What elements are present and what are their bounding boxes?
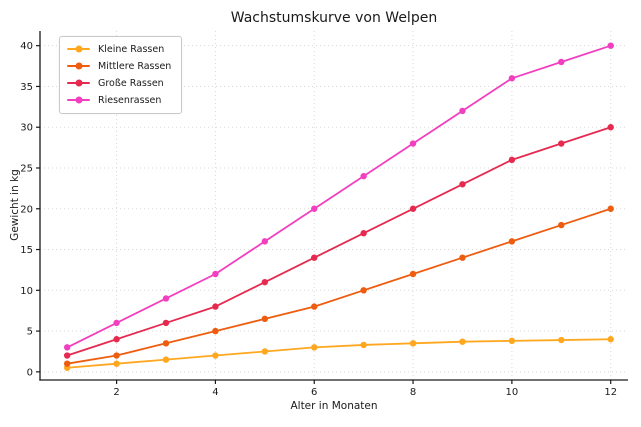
legend-item-riesenrassen: Riesenrassen xyxy=(67,93,171,108)
data-point-gro-e-rassen xyxy=(162,319,170,327)
series-line-mittlere-rassen xyxy=(67,207,611,365)
data-point-riesenrassen xyxy=(212,270,219,278)
data-point-riesenrassen xyxy=(162,295,170,302)
data-point-mittlere-rassen xyxy=(261,315,269,323)
data-point-mittlere-rassen xyxy=(607,205,614,212)
y-tick-label: 40 xyxy=(20,41,33,52)
legend-label: Kleine Rassen xyxy=(98,43,165,55)
data-point-mittlere-rassen xyxy=(409,270,417,278)
legend-item-mittlere-rassen: Mittlere Rassen xyxy=(67,59,171,74)
data-point-mittlere-rassen xyxy=(63,360,71,367)
data-point-mittlere-rassen xyxy=(212,327,219,335)
y-tick-label: 0 xyxy=(27,367,33,378)
data-point-riesenrassen xyxy=(360,172,367,180)
legend-marker-icon xyxy=(67,62,90,70)
chart-legend: Kleine Rassen Mittlere Rassen Große Rassen… xyxy=(59,36,183,114)
y-tick-label: 25 xyxy=(20,163,33,174)
y-tick-label: 30 xyxy=(20,123,33,134)
data-point-mittlere-rassen xyxy=(113,352,120,359)
data-point-gro-e-rassen xyxy=(409,205,417,212)
y-tick-label: 10 xyxy=(20,286,33,297)
y-tick-label: 15 xyxy=(20,245,33,256)
data-point-gro-e-rassen xyxy=(508,156,516,164)
legend-item-gro-e-rassen: Große Rassen xyxy=(67,76,171,91)
data-point-riesenrassen xyxy=(508,75,516,82)
series-line-riesenrassen xyxy=(66,44,611,349)
data-point-kleine-rassen xyxy=(113,360,120,367)
data-point-riesenrassen xyxy=(607,42,614,49)
data-point-mittlere-rassen xyxy=(459,254,466,261)
y-tick-label: 35 xyxy=(20,82,33,93)
data-point-riesenrassen xyxy=(311,205,318,212)
data-point-gro-e-rassen xyxy=(261,278,269,286)
data-point-kleine-rassen xyxy=(360,341,367,349)
legend-marker-icon xyxy=(67,96,90,104)
data-point-kleine-rassen xyxy=(261,348,269,355)
x-tick-label: 2 xyxy=(113,387,119,398)
legend-label: Riesenrassen xyxy=(98,94,162,106)
series-line-gro-e-rassen xyxy=(66,126,611,357)
x-tick-label: 8 xyxy=(410,387,416,398)
data-point-kleine-rassen xyxy=(212,352,219,359)
data-point-mittlere-rassen xyxy=(360,287,367,294)
data-point-riesenrassen xyxy=(261,238,269,245)
data-point-mittlere-rassen xyxy=(311,303,318,310)
data-point-kleine-rassen xyxy=(607,336,614,343)
x-tick-label: 12 xyxy=(604,387,617,398)
data-point-riesenrassen xyxy=(113,319,120,327)
data-point-riesenrassen xyxy=(63,344,71,351)
data-point-mittlere-rassen xyxy=(162,340,170,347)
legend-label: Große Rassen xyxy=(98,77,164,89)
y-tick-label: 20 xyxy=(20,204,33,215)
legend-item-kleine-rassen: Kleine Rassen xyxy=(67,42,171,57)
data-point-mittlere-rassen xyxy=(558,221,565,229)
chart-title: Wachstumskurve von Welpen xyxy=(230,10,438,26)
data-point-gro-e-rassen xyxy=(113,336,120,343)
data-point-riesenrassen xyxy=(459,107,466,115)
data-point-mittlere-rassen xyxy=(508,238,516,245)
data-point-gro-e-rassen xyxy=(558,140,565,147)
y-tick-label: 5 xyxy=(27,327,33,338)
data-point-gro-e-rassen xyxy=(607,124,614,131)
data-point-kleine-rassen xyxy=(459,338,466,345)
series-line-kleine-rassen xyxy=(67,338,611,369)
data-point-gro-e-rassen xyxy=(459,181,466,188)
y-axis-label: Gewicht in kg xyxy=(9,169,21,241)
data-point-riesenrassen xyxy=(409,140,417,147)
data-point-gro-e-rassen xyxy=(311,254,318,261)
legend-label: Mittlere Rassen xyxy=(98,60,172,72)
legend-marker-icon xyxy=(67,45,90,53)
data-point-gro-e-rassen xyxy=(212,303,219,310)
data-point-kleine-rassen xyxy=(311,344,318,351)
x-tick-label: 4 xyxy=(212,387,218,398)
data-point-kleine-rassen xyxy=(508,337,516,345)
data-point-kleine-rassen xyxy=(409,340,417,347)
legend-marker-icon xyxy=(67,79,90,87)
data-point-gro-e-rassen xyxy=(360,230,367,237)
data-point-riesenrassen xyxy=(558,58,565,66)
x-tick-label: 6 xyxy=(311,387,317,398)
data-point-kleine-rassen xyxy=(558,336,565,344)
x-axis-label: Alter in Monaten xyxy=(290,400,378,412)
data-point-kleine-rassen xyxy=(162,356,170,363)
x-tick-label: 10 xyxy=(506,387,519,398)
data-point-gro-e-rassen xyxy=(63,352,71,359)
